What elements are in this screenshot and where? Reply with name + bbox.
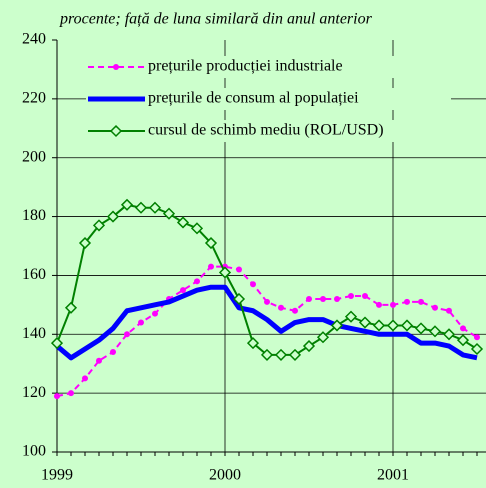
series-marker bbox=[376, 301, 382, 308]
x-tick-label: 1999 bbox=[41, 467, 73, 484]
series-marker bbox=[162, 207, 176, 220]
y-tick-label: 100 bbox=[22, 443, 46, 460]
series-marker bbox=[218, 266, 232, 279]
y-tick-label: 240 bbox=[22, 31, 46, 48]
y-tick-label: 200 bbox=[22, 148, 46, 165]
series-marker bbox=[390, 301, 396, 308]
series-line bbox=[56, 203, 478, 356]
series-marker bbox=[446, 307, 452, 314]
series-marker bbox=[474, 334, 480, 341]
series-marker bbox=[456, 334, 470, 347]
series-marker bbox=[358, 316, 372, 329]
series-marker bbox=[264, 298, 270, 305]
series-marker bbox=[302, 339, 316, 353]
y-tick-label: 180 bbox=[22, 207, 46, 224]
series-marker bbox=[316, 331, 330, 344]
series-marker bbox=[208, 263, 214, 270]
series-marker bbox=[344, 310, 358, 323]
series-marker bbox=[330, 319, 344, 332]
series-marker bbox=[460, 325, 466, 332]
series-marker bbox=[64, 301, 78, 314]
y-tick-label: 120 bbox=[22, 384, 46, 401]
legend-marker bbox=[113, 64, 119, 70]
chart-subtitle: procente; față de luna similară din anul… bbox=[59, 11, 373, 28]
series-marker bbox=[176, 216, 190, 229]
series-marker bbox=[292, 307, 298, 314]
series-marker bbox=[362, 293, 368, 300]
series-marker bbox=[386, 319, 400, 332]
series-marker bbox=[134, 201, 148, 214]
series-marker bbox=[152, 310, 158, 317]
series-marker bbox=[50, 337, 64, 350]
series-marker bbox=[334, 295, 340, 302]
y-tick-label: 140 bbox=[22, 325, 46, 342]
series-marker bbox=[54, 393, 60, 400]
series-marker bbox=[204, 236, 218, 250]
series-marker bbox=[432, 304, 438, 311]
series-marker bbox=[348, 293, 354, 300]
series-marker bbox=[372, 319, 386, 332]
y-tick-label: 160 bbox=[22, 266, 46, 283]
series-marker bbox=[288, 348, 302, 361]
series-marker bbox=[92, 219, 106, 232]
series-line bbox=[55, 284, 478, 361]
series-marker bbox=[414, 322, 428, 335]
series-marker bbox=[470, 342, 484, 356]
legend-bg bbox=[86, 56, 451, 78]
series-marker bbox=[400, 319, 414, 332]
series-marker bbox=[96, 357, 102, 364]
series-marker bbox=[124, 331, 130, 338]
series-marker bbox=[236, 266, 242, 273]
y-tick-label: 220 bbox=[22, 90, 46, 107]
legend-bg bbox=[86, 120, 451, 142]
legend-bg bbox=[86, 88, 451, 110]
series-marker bbox=[418, 298, 424, 305]
series-marker bbox=[180, 287, 186, 294]
series-marker bbox=[120, 198, 134, 211]
series-marker bbox=[428, 325, 442, 338]
series-marker bbox=[246, 337, 260, 350]
series-line bbox=[56, 265, 478, 398]
series-marker bbox=[138, 319, 144, 326]
series-marker bbox=[250, 281, 256, 288]
legend-label: cursul de schimb mediu (ROL/USD) bbox=[148, 122, 384, 139]
series-marker bbox=[278, 304, 284, 311]
series-marker bbox=[110, 348, 116, 355]
series-marker bbox=[78, 236, 92, 250]
legend-label: prețurile producției industriale bbox=[148, 58, 343, 75]
series-marker bbox=[320, 295, 326, 302]
series-marker bbox=[442, 328, 456, 341]
x-tick-label: 2000 bbox=[209, 467, 241, 484]
legend-label: prețurile de consum al populației bbox=[148, 90, 359, 107]
series-marker bbox=[106, 210, 120, 223]
series-marker bbox=[260, 348, 274, 361]
series-marker bbox=[82, 375, 88, 382]
legend-marker bbox=[109, 124, 123, 138]
series-marker bbox=[306, 295, 312, 302]
series-marker bbox=[404, 298, 410, 305]
series-marker bbox=[232, 292, 246, 306]
series-marker bbox=[190, 222, 204, 235]
x-tick-label: 2001 bbox=[377, 467, 409, 484]
series-marker bbox=[68, 390, 74, 397]
series-marker bbox=[274, 348, 288, 361]
series-marker bbox=[148, 201, 162, 214]
series-marker bbox=[194, 278, 200, 285]
